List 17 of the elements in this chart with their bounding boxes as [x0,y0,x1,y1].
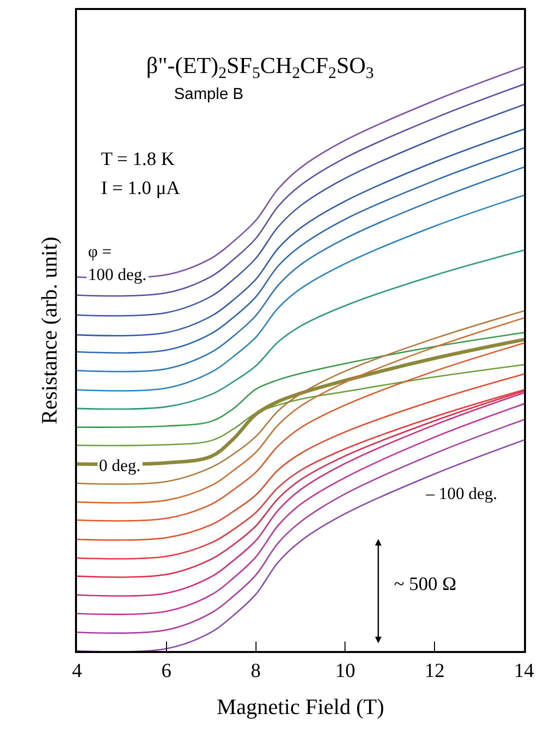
annotation: – 100 deg. [425,484,498,503]
x-tick-label: 10 [335,660,356,682]
y-axis-title: Resistance (arb. unit) [36,236,62,424]
annotation: 0 deg. [99,456,141,475]
x-tick-label: 12 [424,660,445,682]
x-tick-label: 14 [514,660,534,682]
chart-title: β"-(ET)$_{2}$SF$_{5}$CH$_{2}$CF$_{2}$SO$_{3}$ [146,52,374,82]
x-axis-title: Magnetic Field (T) [216,694,384,720]
annotation: 100 deg. [88,265,147,284]
annotation: I = 1.0 μA [101,178,180,199]
annotation: φ = [88,242,112,261]
x-tick-label: 4 [72,660,82,682]
annotation: T = 1.8 K [101,149,175,170]
x-tick-label: 6 [161,660,172,682]
annotation: Sample B [174,86,244,103]
annotation: ~ 500 Ω [394,574,456,595]
x-tick-label: 8 [250,660,261,682]
